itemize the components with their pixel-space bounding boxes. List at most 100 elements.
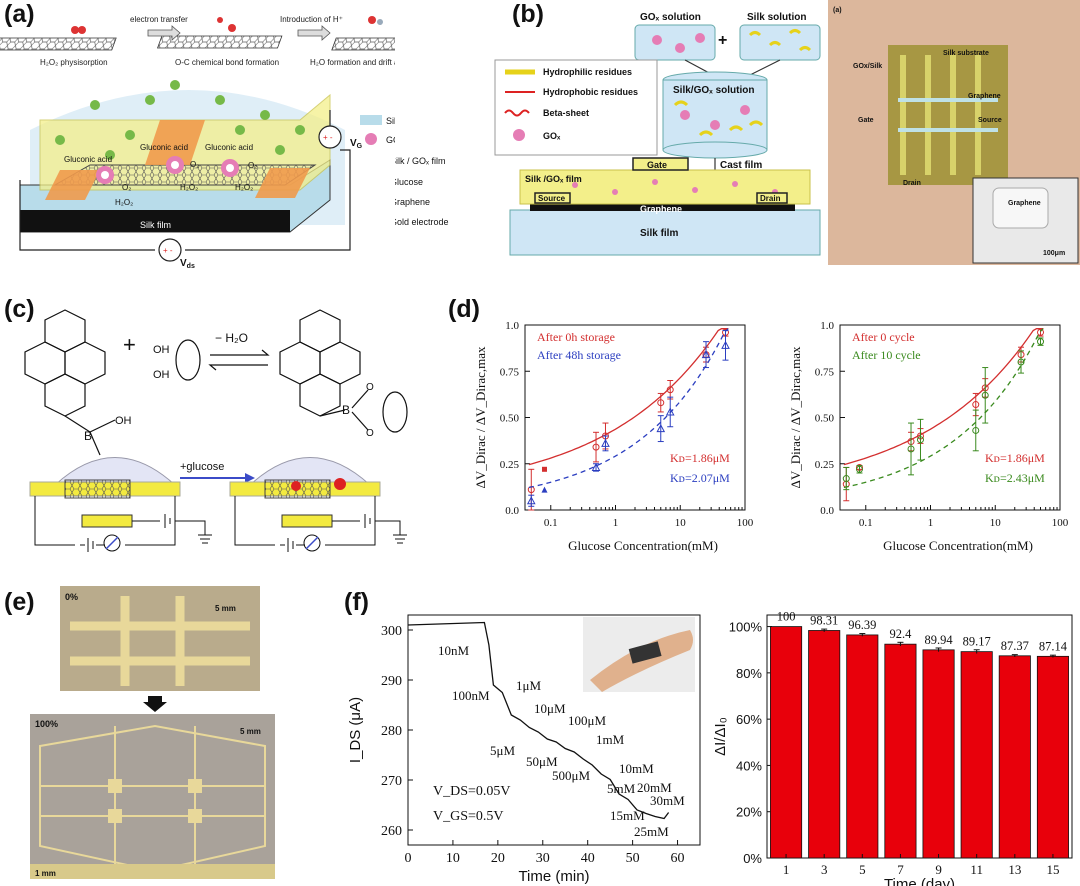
gluconic-label-3: Gluconic acid: [205, 143, 253, 152]
bar-value-label: 89.17: [963, 635, 991, 649]
spacer: [355, 150, 400, 151]
source-text: Source: [538, 194, 566, 203]
vg-sign: + -: [323, 133, 333, 142]
h2o2-label-3: H₂O₂: [235, 183, 253, 192]
y-axis-label: ΔI/ΔI₀: [712, 717, 729, 756]
legend-entry-0: After 0 cycle: [852, 330, 915, 344]
legend-gox: GOₓ: [543, 131, 561, 141]
gluconic-label-2: Gluconic acid: [140, 143, 188, 152]
chart-f-left: 260 270 280 290 300 0 10 20 30 40 50 60 Time (min) I_…: [347, 614, 701, 885]
vds-sign: + -: [163, 246, 173, 255]
scale-1: 5 mm: [215, 604, 236, 613]
silk-gox-solution-label: Silk/GOₓ solution: [673, 85, 754, 96]
y-tick-label: 260: [381, 824, 402, 839]
y-axis-label: ΔV_Dirac / ΔV_Dirac,max: [788, 346, 803, 488]
pyrene-molecule-1: [24, 309, 116, 456]
y-tick-label: 270: [381, 774, 402, 789]
device-after: [229, 457, 407, 552]
x-tick-label: 10: [990, 517, 1002, 529]
vds-label: Vds: [180, 258, 195, 270]
fit-curve-0: [843, 328, 1044, 466]
y-axis-label: I_DS (μA): [347, 697, 364, 763]
concentration-annotation: 10μM: [534, 701, 566, 716]
gox-enzymes: [96, 156, 239, 184]
bar-value-label: 100: [777, 610, 796, 624]
filled-marker: [541, 486, 548, 493]
panel-b-legend: Hydrophilic residues Hydrophobic residue…: [494, 59, 658, 156]
photo-0-electrodes: [70, 596, 250, 686]
x-tick-label: 100: [1052, 517, 1069, 529]
data-point-s1: [656, 424, 666, 433]
gox-solution-beaker: [634, 24, 716, 61]
concentration-annotation: 5μM: [490, 743, 515, 758]
y-tick-label: 1.0: [820, 320, 834, 332]
caption-2: O-C chemical bond formation: [175, 58, 279, 67]
bar-value-label: 87.14: [1039, 639, 1068, 653]
x-tick-label: 50: [626, 851, 640, 866]
scale-2: 5 mm: [240, 727, 261, 736]
bar: [1036, 655, 1069, 859]
tag-0: 0%: [65, 592, 78, 602]
data-point-s1: [981, 391, 989, 399]
x-tick-label: 10: [675, 517, 687, 529]
bar: [998, 655, 1031, 859]
graphene-layer: [530, 203, 795, 211]
x-tick-label: 3: [821, 862, 828, 877]
cast-film-label: Cast film: [720, 160, 762, 171]
bar-value-label: 92.4: [890, 627, 913, 641]
legend-hydrophobic: Hydrophobic residues: [543, 87, 638, 97]
x-tick-label: 1: [928, 517, 934, 529]
caption-1: H₂O₂ physisorption: [40, 58, 108, 67]
bar-value-label: 87.37: [1001, 639, 1029, 653]
bar-value-label: 89.94: [925, 633, 954, 647]
data-point-s1: [601, 438, 610, 447]
y-tick-label: 60%: [736, 712, 762, 727]
legend-graphene: Graphene: [395, 197, 430, 207]
oh-3: OH: [153, 344, 170, 356]
vds-source-icon: [158, 238, 182, 262]
concentration-annotation: 20mM: [637, 780, 672, 795]
concentration-annotation: 100μM: [568, 713, 606, 728]
kd-label-0: Kᴅ=1.86μM: [985, 451, 1045, 465]
concentration-annotation: 5mM: [607, 781, 636, 796]
x-axis-label: Time (min): [518, 868, 589, 885]
x-tick-label: 10: [446, 851, 460, 866]
data-point-s1: [842, 475, 850, 483]
bar: [884, 643, 917, 859]
bar: [846, 634, 879, 859]
panel-a-illustration: electron transfer Introduction of H⁺ H₂O…: [0, 15, 395, 270]
photo-label-gate: Gate: [858, 117, 874, 124]
concentration-annotation: 500μM: [552, 768, 590, 783]
bar: [808, 630, 841, 859]
silk-film-edge: [20, 210, 290, 232]
y-tick-label: 280: [381, 724, 402, 739]
inset-graphene-label: Graphene: [1008, 200, 1041, 207]
graphene-strip-3: [331, 37, 395, 51]
vg-source-icon: [318, 125, 342, 149]
reaction-label: − H₂O: [215, 331, 248, 345]
photo-0-percent: [60, 586, 260, 691]
concentration-annotation: 1μM: [516, 678, 541, 693]
concentration-annotation: 50μM: [526, 754, 558, 769]
diol-ring: [175, 339, 201, 381]
y-tick-label: 0.0: [820, 505, 834, 517]
data-point-s1: [907, 445, 915, 453]
electrode-lines: [900, 55, 981, 175]
silk-solution-beaker: [739, 24, 821, 61]
y-tick-label: 80%: [736, 666, 762, 681]
panel-a-legend: Silk film GOₓ enzyme: [360, 115, 395, 145]
y-tick-label: 0.25: [815, 459, 835, 471]
legend-silk-gox: Silk / GOₓ film: [395, 156, 445, 166]
glucose-ring: [382, 391, 408, 433]
y-tick-label: 20%: [736, 805, 762, 820]
plot-frame: [766, 614, 1073, 859]
photo-100-percent: [30, 714, 275, 879]
x-tick-label: 100: [737, 517, 754, 529]
chart-d-right: 0.0 0.25 0.50 0.75 1.0 0.1 1 10 100 Glucose Conce…: [788, 320, 1069, 553]
plus-c: +: [123, 332, 136, 357]
y-tick-label: 290: [381, 674, 402, 689]
y-tick-label: 0.0: [505, 505, 519, 517]
bar: [770, 626, 803, 859]
tag-100: 100%: [35, 719, 58, 729]
y-tick-label: 300: [381, 624, 402, 639]
